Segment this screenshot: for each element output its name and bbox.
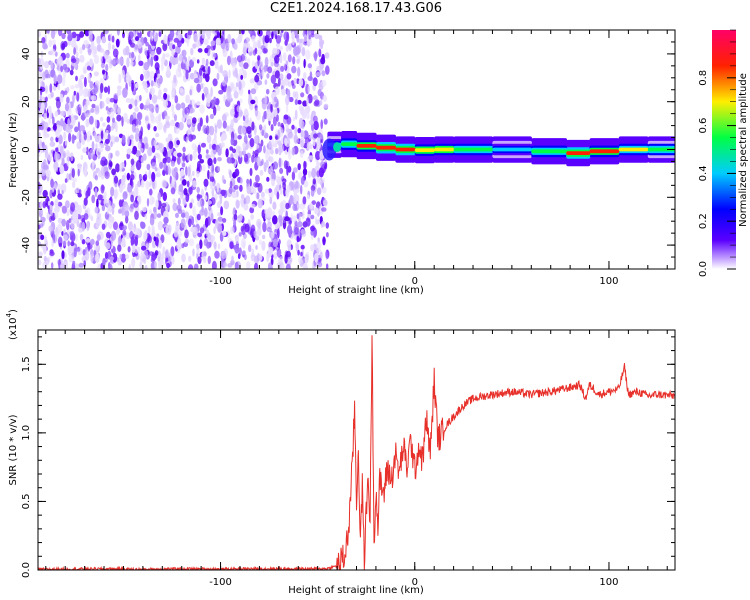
y-tick-label: 0.0 <box>21 562 32 578</box>
snr-plot: -100 0 100 0.0 0.5 1.0 1.5 Height of straight … <box>5 309 676 596</box>
colorbar: 0.0 0.2 0.4 0.6 0.8 Normalized spectral ampl… <box>698 29 749 277</box>
x-tick-label: -100 <box>209 276 232 287</box>
spectrogram-plot: -100 0 100 -40 -20 0 20 40 Height of straight l… <box>8 29 676 296</box>
x-tick-label: 0 <box>412 577 418 588</box>
snr-series-line <box>38 335 675 570</box>
y-tick-label: -20 <box>21 189 32 205</box>
y-tick-label: 0 <box>21 146 32 152</box>
x-tick-label: 100 <box>599 577 618 588</box>
x-tick-label: 100 <box>599 276 618 287</box>
page-title: C2E1.2024.168.17.43.G06 <box>269 1 443 16</box>
colorbar-tick-label: 0.2 <box>698 213 709 229</box>
y-tick-label: 1.0 <box>21 425 32 441</box>
x-tick-label: -100 <box>209 577 232 588</box>
noise-region <box>38 30 330 269</box>
colorbar-tick-label: 0.4 <box>698 165 709 181</box>
snr-y-axis-label: SNR (10 * v/v) <box>8 414 19 485</box>
snr-x-axis-label: Height of straight line (km) <box>288 585 424 596</box>
colorbar-tick-label: 0.6 <box>698 118 709 134</box>
signal-ridge <box>322 131 675 167</box>
y-tick-label: 40 <box>21 48 32 61</box>
y-tick-label: 0.5 <box>21 493 32 509</box>
y-tick-label: 1.5 <box>21 356 32 372</box>
y-tick-label: -40 <box>21 237 32 253</box>
spectrogram-x-axis-label: Height of straight line (km) <box>288 285 424 296</box>
colorbar-tick-label: 0.8 <box>698 70 709 86</box>
snr-multiplier-label: (x104) <box>5 309 19 340</box>
colorbar-label: Normalized spectral amplitude <box>738 73 749 227</box>
spectrogram-y-axis-label: Frequency (Hz) <box>8 112 19 188</box>
snr-frame <box>37 329 676 571</box>
colorbar-tick-label: 0.0 <box>698 261 709 277</box>
x-tick-label: 0 <box>412 276 418 287</box>
snr-ticks <box>38 330 675 571</box>
spectrogram-ticks <box>38 29 675 270</box>
y-tick-label: 20 <box>21 95 32 108</box>
